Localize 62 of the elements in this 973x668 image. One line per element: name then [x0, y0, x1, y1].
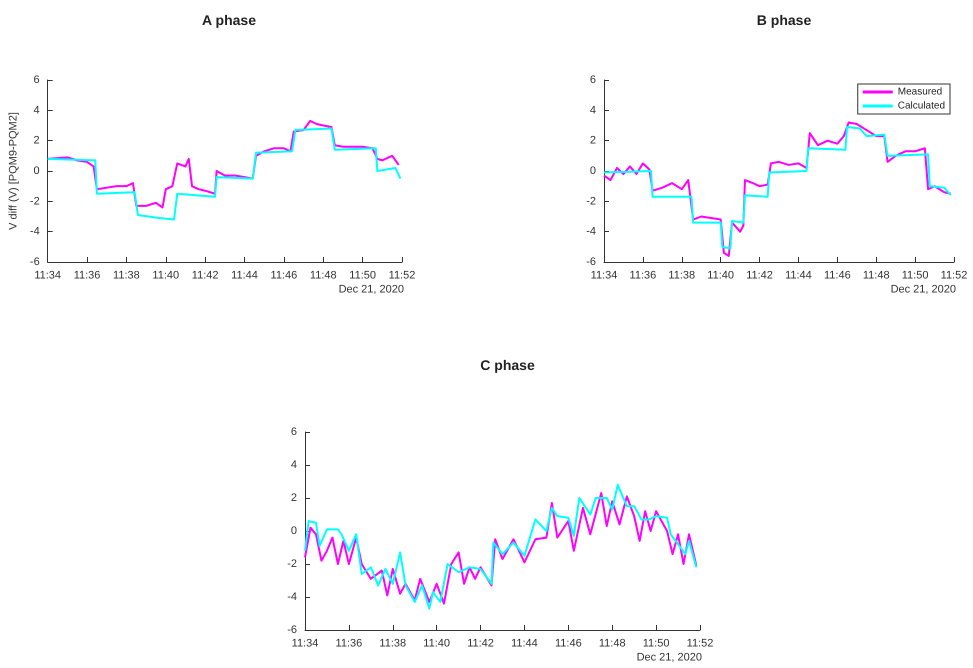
legend-label: Measured — [898, 86, 942, 98]
x-tick-label: 11:34 — [590, 270, 618, 282]
x-tick-label: 11:42 — [467, 638, 494, 650]
chart-title: C phase — [480, 357, 535, 373]
y-tick-label: -4 — [287, 591, 297, 603]
y-tick-label: -4 — [586, 226, 596, 238]
x-tick-label: 11:40 — [152, 270, 180, 282]
x-tick-label: 11:36 — [630, 270, 656, 282]
y-tick-label: -6 — [30, 256, 40, 268]
x-tick-label: 11:52 — [686, 638, 714, 650]
line-series — [46, 128, 402, 221]
text: Dec 21, 2020 — [636, 652, 702, 664]
y-tick-label: 2 — [34, 134, 40, 147]
x-tick-label: 11:52 — [940, 270, 968, 282]
y-tick-label: 6 — [290, 426, 297, 438]
x-tick-label: 11:48 — [310, 270, 337, 282]
x-tick-label: 11:48 — [598, 638, 626, 650]
x-tick-label: 11:42 — [746, 270, 773, 282]
x-tick-label: 11:46 — [270, 270, 298, 282]
x-tick-label: 11:44 — [511, 638, 538, 650]
x-tick-label: 11:46 — [824, 270, 851, 282]
y-tick-label: -6 — [287, 624, 297, 636]
y-tick-label: 6 — [590, 74, 596, 86]
y-tick-label: 0 — [34, 165, 40, 177]
x-tick-label: 11:52 — [388, 270, 416, 282]
x-tick-label: 11:44 — [231, 270, 258, 282]
x-tick-label: 11:38 — [379, 638, 406, 650]
x-tick-label: 11:50 — [642, 638, 670, 650]
y-tick-label: 6 — [34, 74, 40, 86]
y-axis-title: V diff (V) [PQM9-PQM2] — [8, 112, 20, 230]
y-tick-label: 2 — [590, 134, 596, 147]
y-tick-label: -2 — [586, 195, 596, 208]
y-tick-label: 0 — [290, 525, 297, 537]
chart-title: B phase — [756, 12, 812, 28]
line-series — [46, 120, 400, 208]
chart-title: A phase — [202, 12, 256, 28]
text: Dec 21, 2020 — [890, 284, 956, 296]
x-tick-label: 11:40 — [423, 638, 450, 650]
x-tick-label: 11:44 — [785, 270, 812, 282]
y-tick-label: 2 — [290, 492, 297, 504]
x-tick-label: 11:36 — [336, 638, 362, 650]
x-tick-label: 11:48 — [862, 270, 890, 282]
y-tick-label: -6 — [586, 256, 596, 268]
y-tick-label: -2 — [287, 558, 297, 570]
y-tick-label: 4 — [290, 459, 297, 471]
y-tick-label: 4 — [590, 104, 596, 116]
x-tick-label: 11:40 — [707, 270, 734, 282]
x-tick-label: 11:36 — [74, 270, 100, 282]
x-tick-label: 11:50 — [902, 270, 928, 282]
text: Dec 21, 2020 — [338, 284, 404, 296]
x-tick-label: 11:34 — [34, 270, 62, 282]
y-tick-label: -4 — [30, 226, 40, 238]
y-tick-label: -2 — [30, 195, 40, 208]
x-tick-label: 11:50 — [349, 270, 376, 282]
y-tick-label: 0 — [590, 165, 596, 177]
x-tick-label: 11:34 — [292, 638, 318, 650]
x-tick-label: 11:38 — [113, 270, 140, 282]
x-tick-label: 11:46 — [554, 638, 582, 650]
x-tick-label: 11:42 — [192, 270, 219, 282]
x-tick-label: 11:38 — [668, 270, 696, 282]
y-tick-label: 4 — [34, 104, 40, 116]
legend-label: Calculated — [898, 100, 946, 112]
